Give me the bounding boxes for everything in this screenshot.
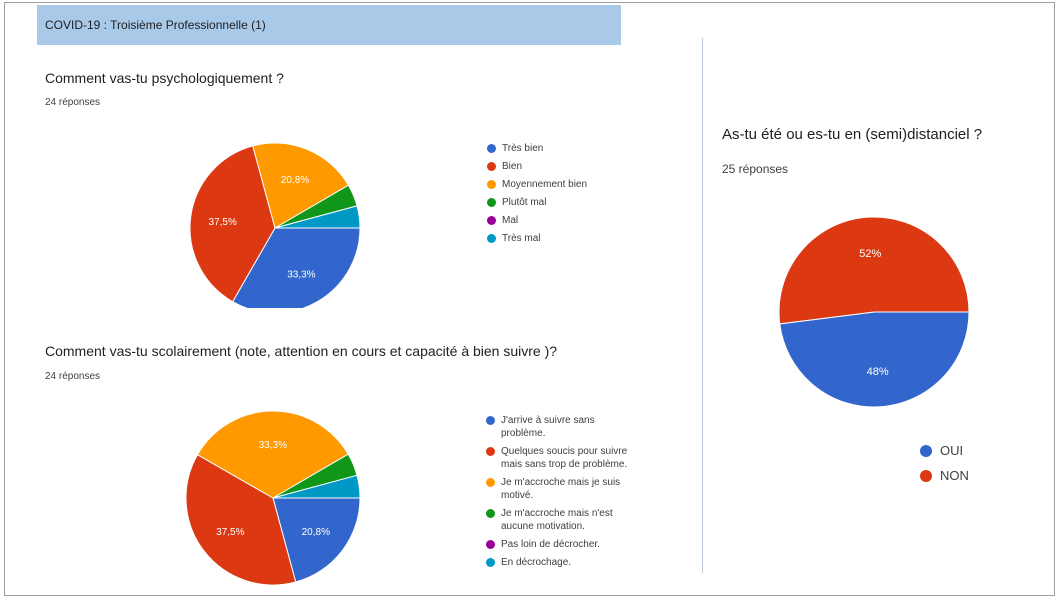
legend-item[interactable]: Quelques soucis pour suivre mais sans tr… [486,445,636,471]
q1-legend: Très bien Bien Moyennement bien Plutôt mal M… [487,142,637,250]
legend-swatch [487,198,496,207]
legend-item[interactable]: Je m'accroche mais n'est aucune motivati… [486,507,636,533]
legend-label: Bien [502,161,523,172]
legend-label: Je m'accroche mais n'est aucune motivati… [501,508,613,532]
pie-slice [196,410,349,499]
pie-slice [274,205,361,229]
legend-swatch [486,540,495,549]
page-title: COVID-19 : Troisième Professionnelle (1) [45,18,266,32]
legend-swatch [487,162,496,171]
legend-label: Plutôt mal [502,197,547,208]
pie-slice [272,497,361,583]
q2-pie-chart: 20,8% 37,5% 33,3% [185,410,361,586]
legend-label: J'arrive à suivre sans problème. [501,415,595,439]
slice-label: 48% [867,366,889,378]
legend-swatch [486,447,495,456]
legend-swatch [486,416,495,425]
legend-item[interactable]: J'arrive à suivre sans problème. [486,414,636,440]
slice-label: 20,8% [281,175,309,186]
q3-title: As-tu été ou es-tu en (semi)distanciel ? [722,126,983,143]
legend-label: Quelques soucis pour suivre mais sans tr… [501,446,628,470]
pie-slice [778,216,970,325]
legend-label: NON [940,468,969,483]
legend-label: Mal [502,215,519,226]
slice-label: 37,5% [209,217,237,228]
legend-item[interactable]: Très bien [487,142,637,155]
legend-swatch [487,234,496,243]
legend-label: Très mal [502,233,541,244]
legend-swatch [487,180,496,189]
legend-item[interactable]: Je m'accroche mais je suis motivé. [486,476,636,502]
legend-label: En décrochage. [501,557,572,568]
slice-label: 37,5% [216,527,244,538]
q2-legend: J'arrive à suivre sans problème. Quelques… [486,414,636,574]
legend-label: Je m'accroche mais je suis motivé. [501,477,621,501]
legend-item[interactable]: En décrochage. [486,556,636,569]
pie-slice [189,145,276,303]
legend-item[interactable]: NON [920,468,1030,484]
pie-slice [272,474,361,499]
legend-item[interactable]: Moyennement bien [487,178,637,191]
column-divider [702,38,703,573]
legend-label: Pas loin de décrocher. [501,539,600,550]
q3-pie-chart: 48% 52% [778,216,970,408]
legend-item[interactable]: Plutôt mal [487,196,637,209]
pie-slice [231,227,361,308]
slice-label: 20,8% [302,527,330,538]
page-header: COVID-19 : Troisième Professionnelle (1) [37,5,621,45]
legend-item[interactable]: Bien [487,160,637,173]
slice-label: 33,3% [259,440,287,451]
legend-item[interactable]: Très mal [487,232,637,245]
legend-swatch [486,478,495,487]
legend-item[interactable]: OUI [920,443,1030,459]
q3-legend: OUI NON [920,443,1030,493]
pie-slice [185,453,297,586]
q2-title: Comment vas-tu scolairement (note, atten… [45,343,558,359]
q3-response-count: 25 réponses [722,162,789,176]
q1-pie-chart: 33,3% 37,5% 20,8% [189,142,361,308]
pie-slice [779,311,970,408]
legend-label: Moyennement bien [502,179,588,190]
legend-label: OUI [940,443,964,458]
legend-item[interactable]: Mal [487,214,637,227]
q1-title: Comment vas-tu psychologiquement ? [45,70,284,86]
legend-swatch [920,445,932,457]
legend-swatch [487,216,496,225]
legend-swatch [487,144,496,153]
legend-label: Très bien [502,143,544,154]
legend-swatch [920,470,932,482]
legend-swatch [486,558,495,567]
q2-response-count: 24 réponses [45,371,101,382]
legend-swatch [486,509,495,518]
slice-label: 52% [859,248,881,260]
legend-item[interactable]: Pas loin de décrocher. [486,538,636,551]
pie-slice [252,142,350,229]
slice-label: 33,3% [287,270,315,281]
q1-response-count: 24 réponses [45,97,101,108]
